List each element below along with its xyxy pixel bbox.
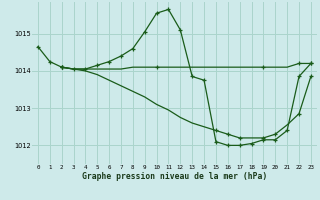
X-axis label: Graphe pression niveau de la mer (hPa): Graphe pression niveau de la mer (hPa) — [82, 172, 267, 181]
